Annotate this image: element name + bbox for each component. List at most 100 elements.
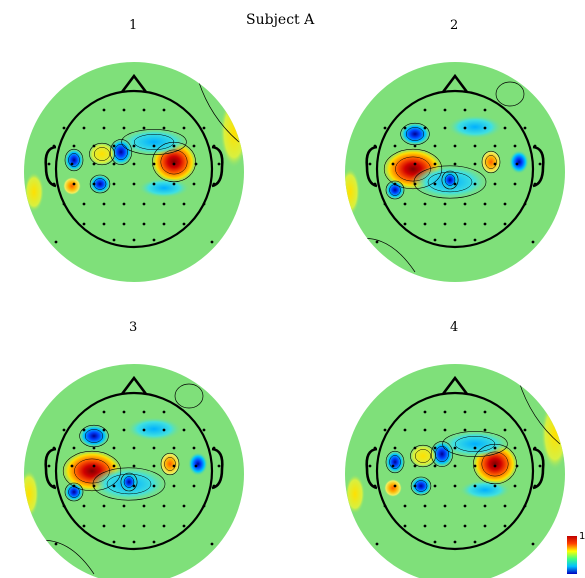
activation-blob bbox=[64, 148, 84, 172]
electrode-marker bbox=[112, 144, 116, 148]
left-ear-outline bbox=[365, 145, 378, 188]
electrode-marker bbox=[393, 182, 397, 186]
electrode-marker bbox=[82, 126, 86, 130]
electrode-marker bbox=[152, 182, 156, 186]
electrode-marker bbox=[142, 524, 146, 528]
nose-outline bbox=[441, 73, 469, 93]
electrode-marker bbox=[102, 222, 106, 226]
electrode-marker bbox=[82, 524, 86, 528]
contour-line bbox=[164, 457, 176, 471]
electrode-marker bbox=[142, 222, 146, 226]
right-ear-outline bbox=[532, 447, 545, 490]
electrode-marker bbox=[413, 484, 417, 488]
electrode-marker bbox=[391, 464, 395, 468]
contour-line bbox=[427, 171, 473, 193]
electrode-marker bbox=[82, 222, 86, 226]
electrode-marker bbox=[102, 428, 106, 432]
contour-line bbox=[121, 129, 187, 155]
electrode-marker bbox=[217, 162, 221, 166]
electrode-marker bbox=[443, 108, 447, 112]
electrode-marker bbox=[433, 162, 437, 166]
electrode-marker bbox=[515, 464, 519, 468]
electrode-marker bbox=[523, 428, 527, 432]
electrode-marker bbox=[463, 428, 467, 432]
electrode-marker bbox=[503, 222, 507, 226]
electrode-marker bbox=[112, 162, 116, 166]
electrode-marker bbox=[393, 484, 397, 488]
electrode-marker bbox=[132, 446, 136, 450]
electrode-marker bbox=[453, 144, 457, 148]
electrode-marker bbox=[413, 464, 417, 468]
electrode-marker bbox=[122, 428, 126, 432]
electrode-marker bbox=[194, 162, 198, 166]
activation-blob bbox=[118, 128, 190, 156]
head-outline bbox=[375, 89, 535, 249]
electrode-marker bbox=[463, 504, 467, 508]
electrode-marker bbox=[531, 542, 535, 546]
electrode-marker bbox=[493, 484, 497, 488]
electrode-marker bbox=[373, 484, 377, 488]
electrode-marker bbox=[373, 182, 377, 186]
electrode-marker bbox=[202, 504, 206, 508]
electrode-marker bbox=[82, 202, 86, 206]
electrode-marker bbox=[423, 524, 427, 528]
contour-line bbox=[485, 155, 497, 169]
electrode-marker bbox=[403, 428, 407, 432]
electrode-marker bbox=[383, 504, 387, 508]
electrode-marker bbox=[172, 484, 176, 488]
electrode-marker bbox=[463, 108, 467, 112]
electrode-marker bbox=[503, 428, 507, 432]
electrode-marker bbox=[483, 524, 487, 528]
electrode-marker bbox=[202, 202, 206, 206]
electrode-marker bbox=[433, 484, 437, 488]
electrode-marker bbox=[423, 108, 427, 112]
panel-4-title: 4 bbox=[450, 320, 459, 335]
electrode-marker bbox=[453, 540, 457, 544]
electrode-marker bbox=[483, 428, 487, 432]
activation-blob bbox=[385, 450, 405, 474]
activation-blob bbox=[188, 452, 208, 476]
activation-blob bbox=[24, 172, 44, 212]
electrode-marker bbox=[433, 446, 437, 450]
nose-outline bbox=[120, 375, 148, 395]
contour-line bbox=[405, 127, 425, 141]
left-ear-outline bbox=[44, 447, 57, 490]
electrode-marker bbox=[483, 410, 487, 414]
activation-blob bbox=[109, 138, 133, 166]
electrode-marker bbox=[54, 542, 58, 546]
electrode-marker bbox=[92, 484, 96, 488]
electrode-marker bbox=[523, 126, 527, 130]
contour-line bbox=[441, 170, 459, 190]
electrode-marker bbox=[403, 126, 407, 130]
electrode-marker bbox=[102, 202, 106, 206]
contour-line bbox=[481, 451, 509, 477]
contour-line bbox=[395, 156, 431, 182]
electrode-marker bbox=[212, 484, 216, 488]
electrode-marker bbox=[92, 464, 96, 468]
electrode-marker bbox=[413, 162, 417, 166]
activation-blob bbox=[63, 177, 81, 195]
electrode-marker bbox=[393, 446, 397, 450]
electrode-marker bbox=[473, 540, 477, 544]
electrode-marker bbox=[513, 144, 517, 148]
electrode-marker bbox=[413, 446, 417, 450]
electrode-marker bbox=[182, 222, 186, 226]
electrode-marker bbox=[483, 504, 487, 508]
electrode-marker bbox=[182, 126, 186, 130]
electrode-marker bbox=[142, 410, 146, 414]
activation-blob bbox=[409, 444, 437, 468]
contour-line bbox=[133, 134, 175, 150]
contour-line bbox=[109, 139, 133, 165]
contour-line bbox=[174, 383, 204, 409]
contour-line bbox=[94, 147, 110, 161]
electrode-marker bbox=[413, 144, 417, 148]
electrode-marker bbox=[102, 504, 106, 508]
electrode-marker bbox=[70, 162, 74, 166]
topoplot-panel-4 bbox=[345, 364, 565, 578]
electrode-marker bbox=[473, 484, 477, 488]
electrode-marker bbox=[142, 126, 146, 130]
electrode-marker bbox=[423, 410, 427, 414]
electrode-marker bbox=[483, 222, 487, 226]
